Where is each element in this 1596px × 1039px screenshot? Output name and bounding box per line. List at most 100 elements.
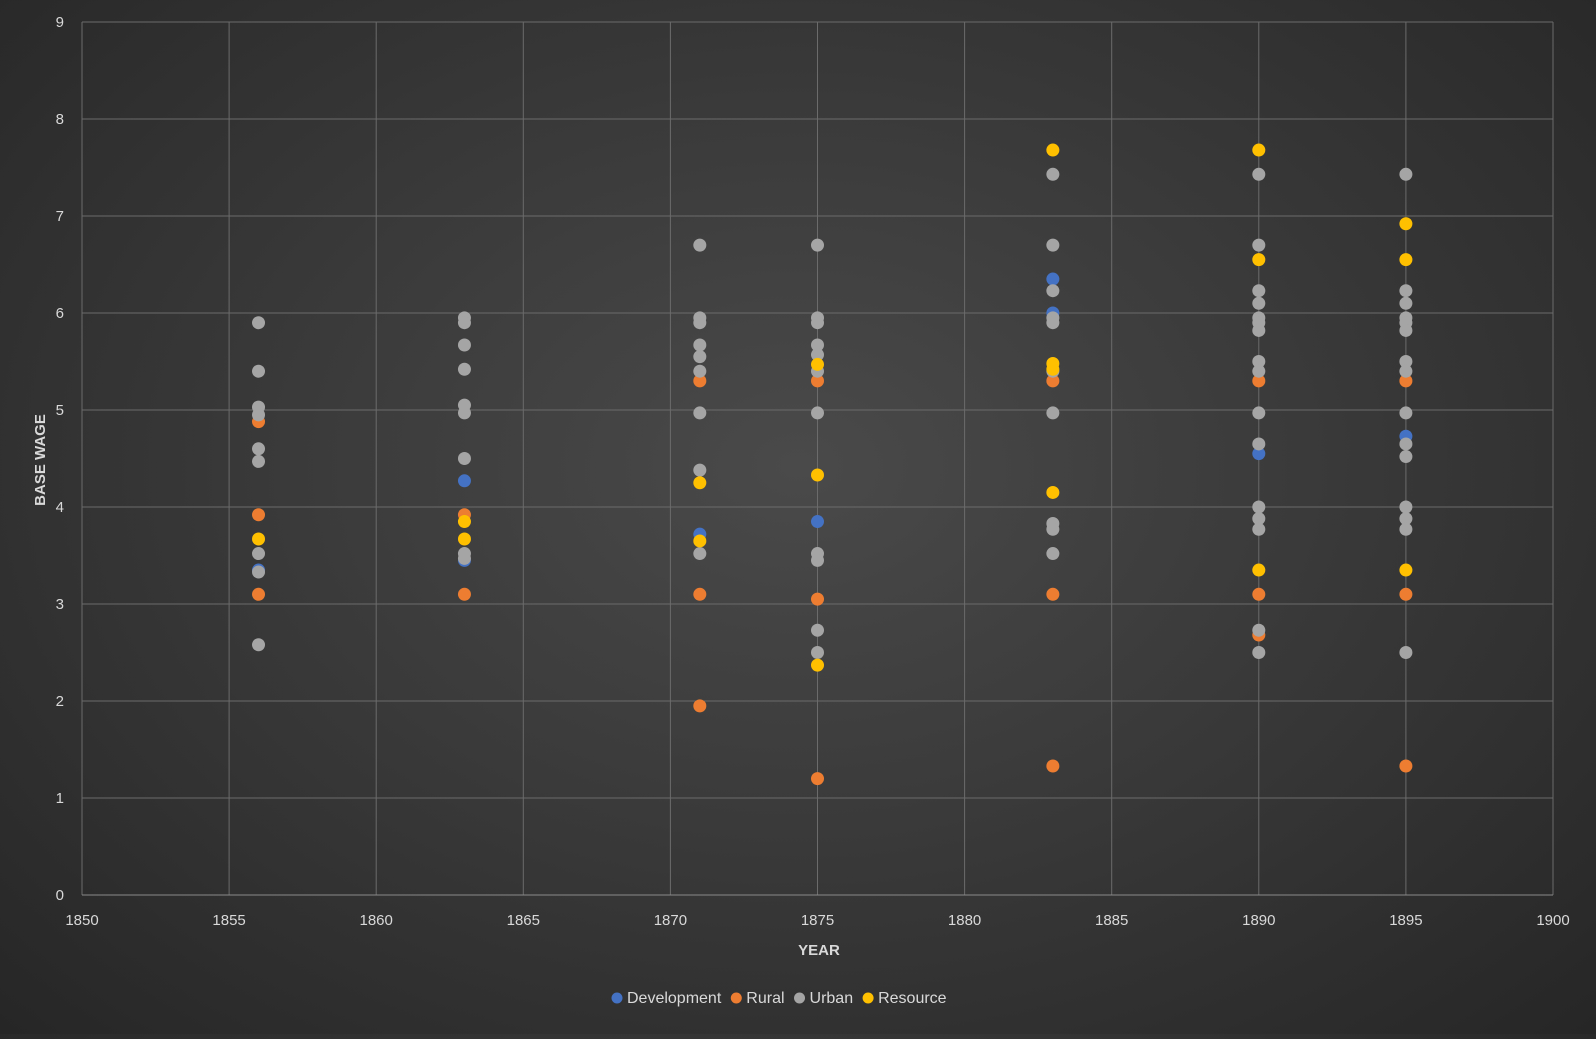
data-point-urban [811,646,824,659]
y-tick-label: 0 [56,887,64,904]
data-point-urban [1252,296,1266,310]
data-point-urban [457,316,471,330]
data-point-resource [693,476,707,490]
data-point-urban [1252,623,1266,637]
data-point-urban [252,442,266,456]
data-point-urban [811,623,824,637]
data-point-urban [693,238,707,252]
data-point-urban [252,316,266,330]
legend-marker [794,992,806,1004]
data-point-resource [811,468,824,482]
x-tick-label: 1860 [360,912,393,929]
legend-label: Resource [878,990,947,1007]
data-point-urban [457,551,471,565]
data-point-resource [1399,253,1413,267]
data-point-development [811,515,824,529]
data-point-urban [457,362,471,376]
data-point-urban [811,316,824,330]
legend: Development Rural Urban Resource [611,990,947,1007]
data-point-rural [1252,374,1266,388]
data-point-rural [252,587,266,601]
x-tick-label: 1900 [1536,912,1569,929]
data-point-resource [252,532,266,546]
data-point-urban [1252,437,1266,451]
data-point-rural [1046,374,1060,388]
x-tick-label: 1870 [654,912,687,929]
data-point-urban [1046,316,1060,330]
x-axis-title: YEAR [798,942,840,959]
series-development [252,272,1413,577]
legend-marker [730,992,742,1004]
data-point-rural [1399,374,1413,388]
legend-item-resource: Resource [862,990,947,1007]
y-tick-label: 7 [56,208,64,225]
data-point-urban [1399,323,1413,337]
data-point-urban [1252,406,1266,420]
x-tick-label: 1875 [801,912,834,929]
legend-marker [862,992,874,1004]
data-point-resource [1252,143,1266,157]
legend-item-rural: Rural [730,990,785,1007]
data-point-urban [811,406,824,420]
x-tick-label: 1865 [507,912,540,929]
data-point-urban [1399,167,1413,181]
data-point-rural [811,374,824,388]
data-point-rural [811,772,824,786]
data-point-urban [811,238,824,252]
data-point-urban [693,463,707,477]
data-point-urban [693,350,707,364]
y-tick-label: 1 [56,790,64,807]
data-point-resource [811,658,824,672]
data-point-urban [1399,522,1413,536]
data-point-urban [693,547,707,561]
series-urban [252,167,1413,659]
data-point-urban [693,338,707,352]
data-point-urban [457,406,471,420]
data-point-development [1046,272,1060,286]
data-point-urban [1399,296,1413,310]
data-point-resource [1399,563,1413,577]
data-point-rural [693,699,707,713]
data-point-development [457,474,471,488]
data-point-resource [1399,217,1413,231]
data-point-urban [693,364,707,378]
data-point-urban [1252,355,1266,368]
data-point-urban [1046,284,1060,298]
data-point-rural [252,508,266,522]
data-point-urban [811,338,824,352]
data-point-resource [1252,563,1266,577]
data-point-urban [1046,406,1060,420]
data-point-development [1252,447,1266,461]
data-point-urban [693,406,707,420]
data-point-urban [1046,167,1060,181]
grid-lines [81,21,1554,896]
data-point-urban [811,553,824,567]
data-point-resource [1046,362,1060,376]
data-point-urban [1252,646,1266,659]
data-point-urban [1252,500,1266,514]
data-point-urban [1252,167,1266,181]
y-tick-label: 2 [56,693,64,710]
data-point-rural [457,587,471,601]
y-tick-label: 4 [56,499,64,516]
y-tick-label: 6 [56,305,64,322]
data-point-rural [1252,587,1266,601]
data-point-rural [693,374,707,388]
data-point-urban [252,454,266,468]
data-point-urban [1399,450,1413,464]
data-point-urban [1046,238,1060,252]
y-tick-label: 3 [56,596,64,613]
data-point-urban [252,565,266,579]
legend-label: Development [627,990,722,1007]
data-points [252,143,1413,786]
x-tick-label: 1850 [65,912,98,929]
y-tick-label: 9 [56,14,64,31]
y-tick-label: 5 [56,402,64,419]
data-point-rural [811,592,824,606]
data-point-resource [1252,253,1266,267]
data-point-rural [1399,759,1413,773]
data-point-urban [811,348,824,362]
data-point-resource [1046,485,1060,499]
